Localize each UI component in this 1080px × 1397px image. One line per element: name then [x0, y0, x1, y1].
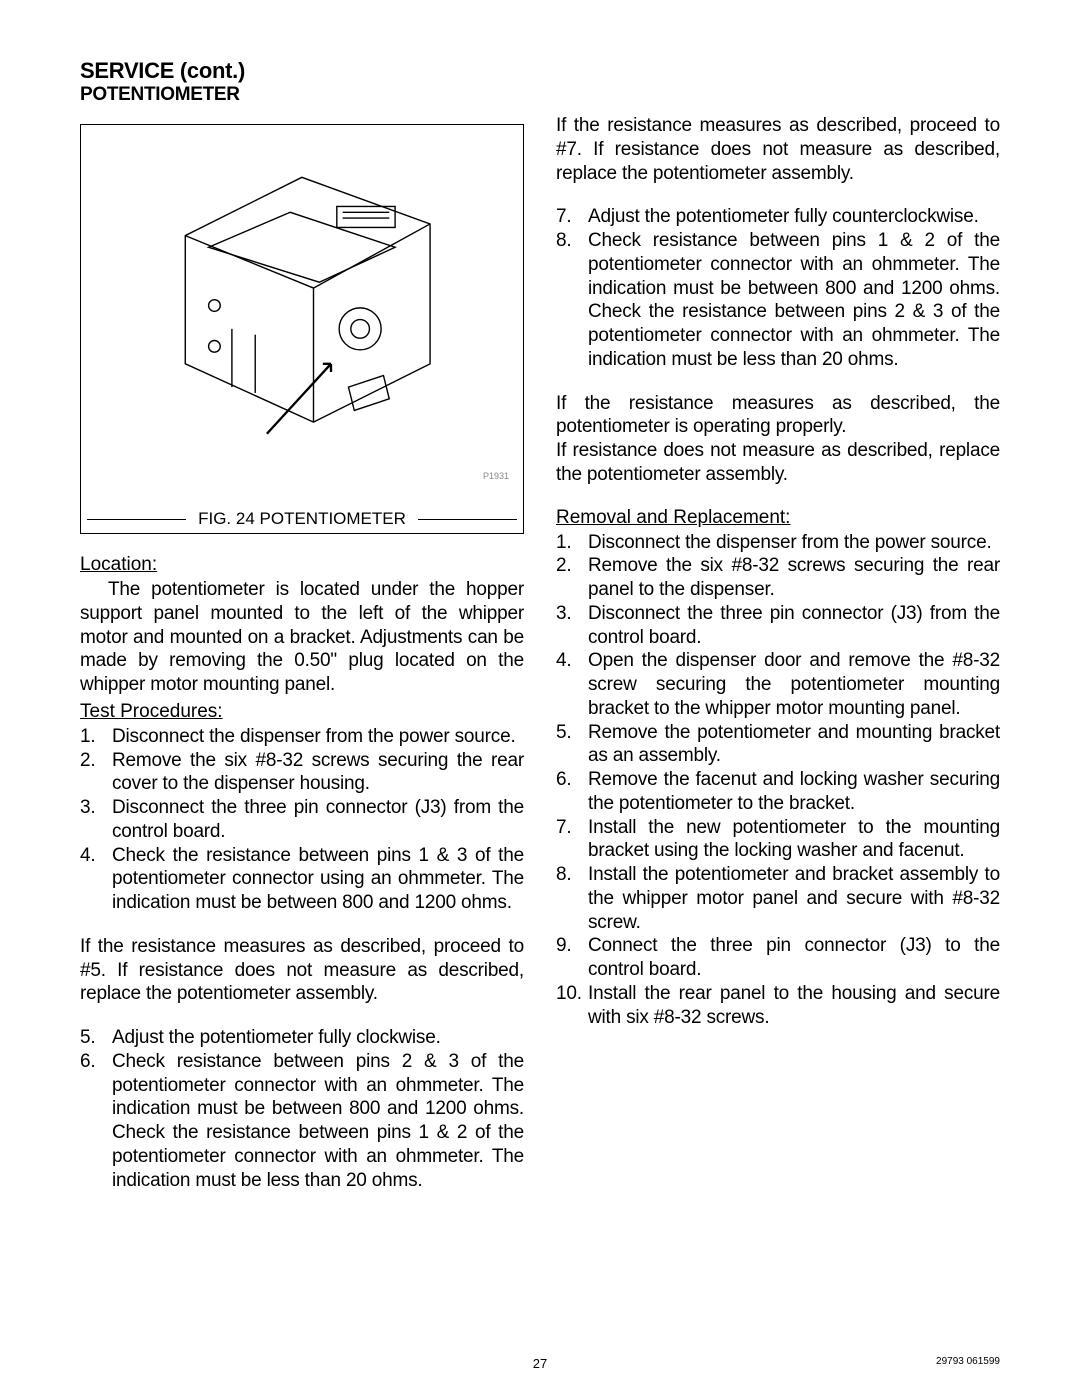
list-item: 2.Remove the six #8-32 screws securing t…	[556, 554, 1000, 602]
figure-line-right	[418, 519, 517, 520]
list-text: Disconnect the three pin connector (J3) …	[112, 796, 524, 844]
list-item: 2.Remove the six #8-32 screws securing t…	[80, 749, 524, 797]
list-text: Remove the facenut and locking washer se…	[588, 768, 1000, 816]
list-item: 8.Check resistance between pins 1 & 2 of…	[556, 229, 1000, 372]
removal-list: 1.Disconnect the dispenser from the powe…	[556, 531, 1000, 1030]
list-text: Install the rear panel to the housing an…	[588, 982, 1000, 1030]
list-text: Adjust the potentiometer fully countercl…	[588, 205, 1000, 229]
col2-list-1: 7.Adjust the potentiometer fully counter…	[556, 205, 1000, 371]
list-num: 6.	[80, 1050, 112, 1193]
list-num: 3.	[80, 796, 112, 844]
list-num: 9.	[556, 934, 588, 982]
list-text: Install the potentiometer and bracket as…	[588, 863, 1000, 934]
figure-diagram: P1931	[81, 125, 523, 509]
test-list-2: 5.Adjust the potentiometer fully clockwi…	[80, 1026, 524, 1192]
list-text: Remove the potentiometer and mounting br…	[588, 721, 1000, 769]
test-procedures-heading: Test Procedures:	[80, 701, 524, 723]
list-text: Install the new potentiometer to the mou…	[588, 816, 1000, 864]
service-heading: SERVICE (cont.)	[80, 58, 1000, 84]
potentiometer-heading: POTENTIOMETER	[80, 84, 1000, 106]
list-text: Connect the three pin connector (J3) to …	[588, 934, 1000, 982]
list-num: 5.	[556, 721, 588, 769]
location-heading: Location:	[80, 554, 524, 576]
list-item: 8.Install the potentiometer and bracket …	[556, 863, 1000, 934]
test-para-1: If the resistance measures as described,…	[80, 935, 524, 1006]
list-text: Remove the six #8-32 screws securing the…	[588, 554, 1000, 602]
list-num: 5.	[80, 1026, 112, 1050]
location-text: The potentiometer is located under the h…	[80, 578, 524, 697]
list-num: 8.	[556, 229, 588, 372]
test-list-1: 1.Disconnect the dispenser from the powe…	[80, 725, 524, 915]
footer: 27 29793 061599	[0, 1356, 1080, 1371]
list-num: 7.	[556, 816, 588, 864]
list-item: 7.Install the new potentiometer to the m…	[556, 816, 1000, 864]
list-item: 4.Open the dispenser door and remove the…	[556, 649, 1000, 720]
col2-para-2a: If the resistance measures as described,…	[556, 392, 1000, 440]
list-text: Remove the six #8-32 screws securing the…	[112, 749, 524, 797]
list-num: 7.	[556, 205, 588, 229]
list-num: 4.	[80, 844, 112, 915]
removal-heading: Removal and Replacement:	[556, 507, 1000, 529]
list-num: 2.	[80, 749, 112, 797]
figure-line-left	[87, 519, 186, 520]
left-column: P1931 FIG. 24 POTENTIOMETER Location: Th…	[80, 114, 524, 1192]
col2-para-2b: If resistance does not measure as descri…	[556, 439, 1000, 487]
list-text: Disconnect the dispenser from the power …	[112, 725, 524, 749]
list-item: 1.Disconnect the dispenser from the powe…	[80, 725, 524, 749]
list-item: 5.Adjust the potentiometer fully clockwi…	[80, 1026, 524, 1050]
figure-caption: FIG. 24 POTENTIOMETER	[192, 509, 412, 529]
list-text: Adjust the potentiometer fully clockwise…	[112, 1026, 524, 1050]
header-section: SERVICE (cont.) POTENTIOMETER	[80, 58, 1000, 106]
document-code: 29793 061599	[936, 1356, 1000, 1367]
list-text: Check resistance between pins 2 & 3 of t…	[112, 1050, 524, 1193]
content-columns: P1931 FIG. 24 POTENTIOMETER Location: Th…	[80, 114, 1000, 1192]
figure-label-row: FIG. 24 POTENTIOMETER	[81, 509, 523, 529]
list-item: 6.Remove the facenut and locking washer …	[556, 768, 1000, 816]
list-item: 1.Disconnect the dispenser from the powe…	[556, 531, 1000, 555]
list-item: 3.Disconnect the three pin connector (J3…	[80, 796, 524, 844]
list-text: Check the resistance between pins 1 & 3 …	[112, 844, 524, 915]
list-num: 3.	[556, 602, 588, 650]
page-number: 27	[533, 1356, 547, 1371]
list-text: Open the dispenser door and remove the #…	[588, 649, 1000, 720]
col2-para-1: If the resistance measures as described,…	[556, 114, 1000, 185]
list-num: 1.	[556, 531, 588, 555]
list-num: 10.	[556, 982, 588, 1030]
list-num: 2.	[556, 554, 588, 602]
list-num: 8.	[556, 863, 588, 934]
list-text: Disconnect the three pin connector (J3) …	[588, 602, 1000, 650]
list-text: Disconnect the dispenser from the power …	[588, 531, 1000, 555]
list-item: 9.Connect the three pin connector (J3) t…	[556, 934, 1000, 982]
list-item: 3.Disconnect the three pin connector (J3…	[556, 602, 1000, 650]
right-column: If the resistance measures as described,…	[556, 114, 1000, 1192]
list-item: 5.Remove the potentiometer and mounting …	[556, 721, 1000, 769]
list-num: 6.	[556, 768, 588, 816]
list-item: 4.Check the resistance between pins 1 & …	[80, 844, 524, 915]
list-num: 1.	[80, 725, 112, 749]
list-item: 10.Install the rear panel to the housing…	[556, 982, 1000, 1030]
figure-box: P1931 FIG. 24 POTENTIOMETER	[80, 124, 524, 534]
potentiometer-diagram-svg	[114, 154, 490, 480]
list-item: 7.Adjust the potentiometer fully counter…	[556, 205, 1000, 229]
figure-code: P1931	[483, 471, 509, 481]
list-item: 6.Check resistance between pins 2 & 3 of…	[80, 1050, 524, 1193]
list-text: Check resistance between pins 1 & 2 of t…	[588, 229, 1000, 372]
list-num: 4.	[556, 649, 588, 720]
